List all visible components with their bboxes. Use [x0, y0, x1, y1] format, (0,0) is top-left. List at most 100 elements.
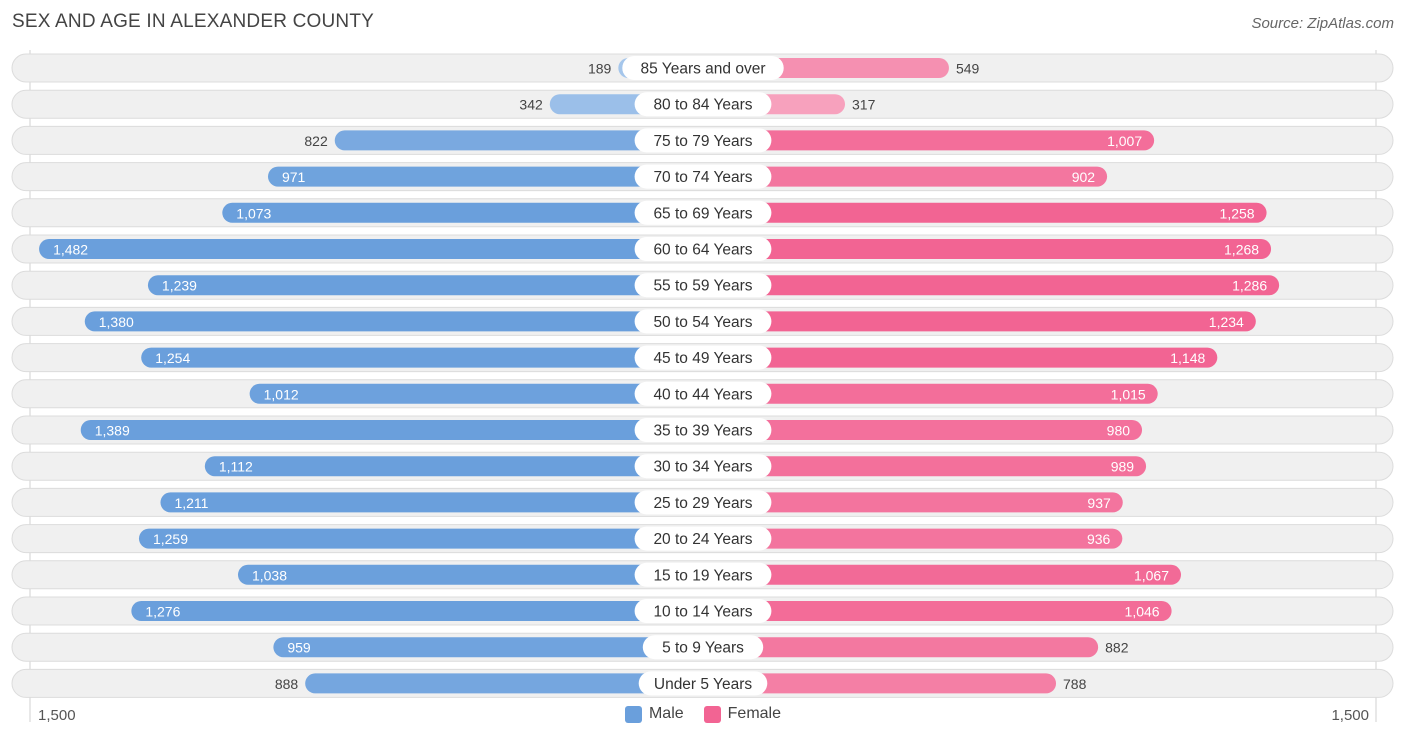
male-value-label: 342 — [519, 97, 543, 113]
category-label: 20 to 24 Years — [653, 531, 752, 548]
female-bar — [703, 528, 1123, 549]
category-label: 65 to 69 Years — [653, 205, 752, 222]
category-label: 50 to 54 Years — [653, 314, 752, 331]
female-value-label: 788 — [1063, 676, 1087, 692]
female-value-label: 882 — [1105, 640, 1129, 656]
category-pill — [634, 309, 772, 334]
category-pill — [634, 200, 772, 225]
female-value-label: 1,268 — [1224, 242, 1259, 258]
male-bar — [305, 673, 703, 694]
female-bar — [703, 275, 1280, 296]
male-bar — [334, 130, 703, 151]
male-value-label: 1,112 — [219, 459, 253, 475]
category-pill — [634, 237, 772, 261]
chart-title: SEX AND AGE IN ALEXANDER COUNTY — [12, 11, 375, 32]
female-value-label: 937 — [1087, 495, 1111, 511]
female-bar — [703, 637, 1099, 658]
female-bar — [703, 601, 1172, 621]
female-bar — [703, 202, 1267, 223]
bar-row: 1,389 980 35 to 39 Years — [11, 415, 1394, 445]
female-value-label: 1,015 — [1111, 386, 1146, 402]
bar-row: 822 1,007 75 to 79 Years — [11, 125, 1394, 155]
male-value-label: 1,259 — [153, 531, 188, 547]
category-label: 80 to 84 Years — [653, 97, 752, 114]
legend-male-label: Male — [648, 705, 684, 722]
category-pill — [622, 56, 784, 80]
bar-row: 1,112 989 30 to 34 Years — [11, 451, 1394, 481]
bar-row: 1,276 1,046 10 to 14 Years — [11, 596, 1394, 626]
male-bar — [80, 420, 703, 440]
male-value-label: 1,012 — [264, 386, 299, 402]
category-label: 10 to 14 Years — [653, 604, 752, 621]
legend-item-male[interactable]: Male — [624, 705, 684, 723]
female-bar — [703, 311, 1256, 332]
legend-female-label: Female — [727, 705, 782, 722]
female-value-label: 1,258 — [1220, 205, 1255, 221]
category-label: 55 to 59 Years — [653, 278, 752, 295]
male-bar — [267, 166, 703, 187]
bar-row: 888 788 Under 5 Years — [11, 668, 1394, 698]
legend-item-female[interactable]: Female — [703, 705, 782, 723]
bar-row: 1,073 1,258 65 to 69 Years — [11, 198, 1394, 228]
male-value-label: 1,389 — [95, 423, 130, 439]
female-value-label: 902 — [1072, 169, 1096, 185]
category-label: 25 to 29 Years — [653, 495, 752, 512]
female-bar — [703, 673, 1057, 694]
male-bar — [141, 347, 703, 368]
male-value-label: 971 — [282, 169, 306, 185]
category-label: 70 to 74 Years — [653, 169, 752, 186]
male-value-label: 189 — [588, 61, 612, 77]
female-value-label: 980 — [1107, 423, 1131, 439]
male-swatch — [624, 705, 642, 723]
category-pill — [634, 128, 772, 153]
category-label: Under 5 Years — [654, 676, 752, 693]
bar-row: 189 549 85 Years and over — [11, 53, 1394, 83]
male-value-label: 1,073 — [236, 205, 271, 221]
male-bar — [222, 202, 703, 223]
bar-row: 1,211 937 25 to 29 Years — [11, 487, 1394, 517]
male-value-label: 1,239 — [162, 278, 197, 294]
category-pill — [634, 273, 772, 298]
category-pill — [634, 381, 772, 406]
category-label: 5 to 9 Years — [662, 640, 744, 657]
bar-row: 971 902 70 to 74 Years — [11, 162, 1394, 192]
female-bar — [703, 130, 1155, 151]
bar-row: 1,482 1,268 60 to 64 Years — [11, 234, 1394, 264]
category-pill — [634, 92, 772, 117]
bar-row: 342 317 80 to 84 Years — [11, 89, 1394, 119]
female-value-label: 317 — [852, 97, 876, 113]
category-label: 60 to 64 Years — [653, 242, 752, 259]
source-credit: Source: ZipAtlas.com — [1251, 15, 1394, 32]
category-pill — [634, 490, 772, 515]
female-value-label: 1,067 — [1134, 567, 1169, 583]
legend: Male Female — [0, 705, 1406, 723]
bar-row: 1,259 936 20 to 24 Years — [11, 524, 1394, 554]
male-value-label: 1,254 — [155, 350, 190, 366]
female-value-label: 936 — [1087, 531, 1111, 547]
male-value-label: 959 — [287, 640, 311, 656]
male-bar — [249, 383, 703, 404]
female-value-label: 1,007 — [1107, 133, 1142, 149]
male-bar — [147, 275, 704, 296]
male-value-label: 1,482 — [53, 242, 88, 258]
category-label: 30 to 34 Years — [653, 459, 752, 476]
female-bar — [703, 456, 1147, 477]
female-bar — [703, 347, 1218, 368]
category-pill — [642, 635, 764, 660]
category-pill — [634, 526, 772, 551]
category-label: 85 Years and over — [641, 61, 766, 78]
category-label: 45 to 49 Years — [653, 350, 752, 367]
bar-row: 1,380 1,234 50 to 54 Years — [11, 306, 1394, 336]
female-value-label: 1,148 — [1170, 350, 1205, 366]
male-value-label: 1,038 — [252, 567, 287, 583]
category-pill — [634, 562, 772, 587]
category-pill — [634, 164, 772, 189]
female-value-label: 1,046 — [1125, 604, 1160, 620]
male-bar — [273, 637, 703, 658]
category-pill — [638, 671, 768, 696]
female-bar — [703, 492, 1123, 513]
female-bar — [703, 564, 1182, 585]
male-bar — [204, 456, 703, 477]
male-value-label: 822 — [304, 133, 328, 149]
